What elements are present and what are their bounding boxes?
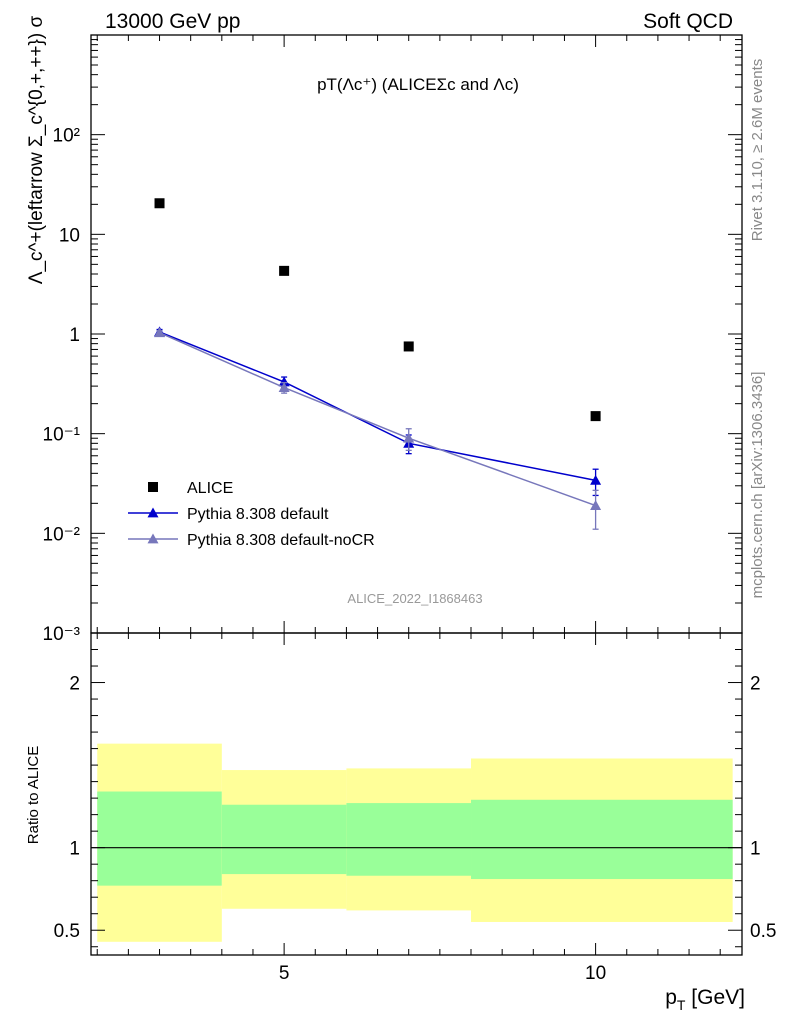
ratio-stat-band-2 — [346, 803, 472, 876]
series-marker-2 — [590, 500, 602, 510]
main-y-tick-label-2: 10⁻¹ — [43, 425, 81, 446]
ratio-y-tick-label-left-0: 0.5 — [54, 921, 80, 942]
ratio-plot-area: 5 10 0.5 0.5 1 1 2 2 — [54, 632, 776, 984]
series-line-2 — [159, 332, 596, 507]
main-plot-area: 10⁻³ 10⁻² 10⁻¹ 1 10 10² ALICE Pythia 8.308 defa… — [43, 34, 743, 645]
analysis-id-watermark: ALICE_2022_I1868463 — [347, 591, 482, 606]
rivet-version-label: Rivet 3.1.10, ≥ 2.6M events — [749, 59, 766, 242]
main-plot-title: pT(Λc⁺) (ALICEΣc and Λc) — [317, 75, 519, 94]
ratio-stat-band-0 — [97, 791, 222, 886]
main-y-axis-label: Λ_c^+(leftarrow Σ_c^{0,+,++}) σ — [26, 16, 47, 285]
header-left-label: 13000 GeV pp — [105, 10, 240, 33]
mcplots-reference-label: mcplots.cern.ch [arXiv:1306.3436] — [749, 372, 766, 599]
main-y-tick-label-1: 10⁻² — [43, 524, 81, 545]
series-marker-2 — [154, 327, 166, 338]
legend-label-2: Pythia 8.308 default-noCR — [187, 532, 375, 549]
ratio-stat-band-3 — [471, 799, 733, 880]
series-marker-1 — [590, 474, 602, 485]
main-y-tick-label-0: 10⁻³ — [43, 624, 81, 645]
alice-data-point — [154, 198, 165, 209]
header-right-label: Soft QCD — [643, 10, 733, 33]
ratio-y-tick-label-right-1: 1 — [750, 839, 761, 860]
main-y-tick-label-4: 10 — [59, 225, 80, 246]
main-y-tick-label-5: 10² — [53, 126, 80, 147]
legend-marker-0 — [148, 482, 158, 492]
x-tick-label-1: 10 — [585, 963, 606, 984]
legend-label-1: Pythia 8.308 default — [187, 506, 329, 523]
alice-data-point — [590, 411, 601, 422]
ratio-plot-frame — [90, 632, 743, 956]
legend-label-0: ALICE — [187, 480, 233, 497]
ratio-y-tick-label-right-0: 0.5 — [750, 921, 776, 942]
alice-data-point — [403, 341, 414, 352]
ratio-y-tick-label-right-2: 2 — [750, 674, 761, 695]
ratio-y-axis-label: Ratio to ALICE — [25, 746, 42, 844]
main-y-tick-label-3: 1 — [69, 325, 80, 346]
legend-marker-2 — [147, 533, 159, 544]
alice-data-point — [279, 265, 290, 276]
series-marker-2 — [278, 382, 290, 392]
ratio-y-tick-label-left-1: 1 — [69, 839, 80, 860]
series-marker-2 — [403, 432, 415, 443]
x-axis-label: pT [GeV] — [665, 986, 745, 1013]
legend-marker-1 — [147, 507, 159, 518]
series-line-1 — [159, 331, 596, 482]
series-marker-1 — [278, 376, 290, 387]
ratio-y-tick-label-left-2: 2 — [69, 674, 80, 695]
x-tick-label-0: 5 — [279, 963, 290, 984]
ratio-stat-band-1 — [221, 804, 347, 875]
